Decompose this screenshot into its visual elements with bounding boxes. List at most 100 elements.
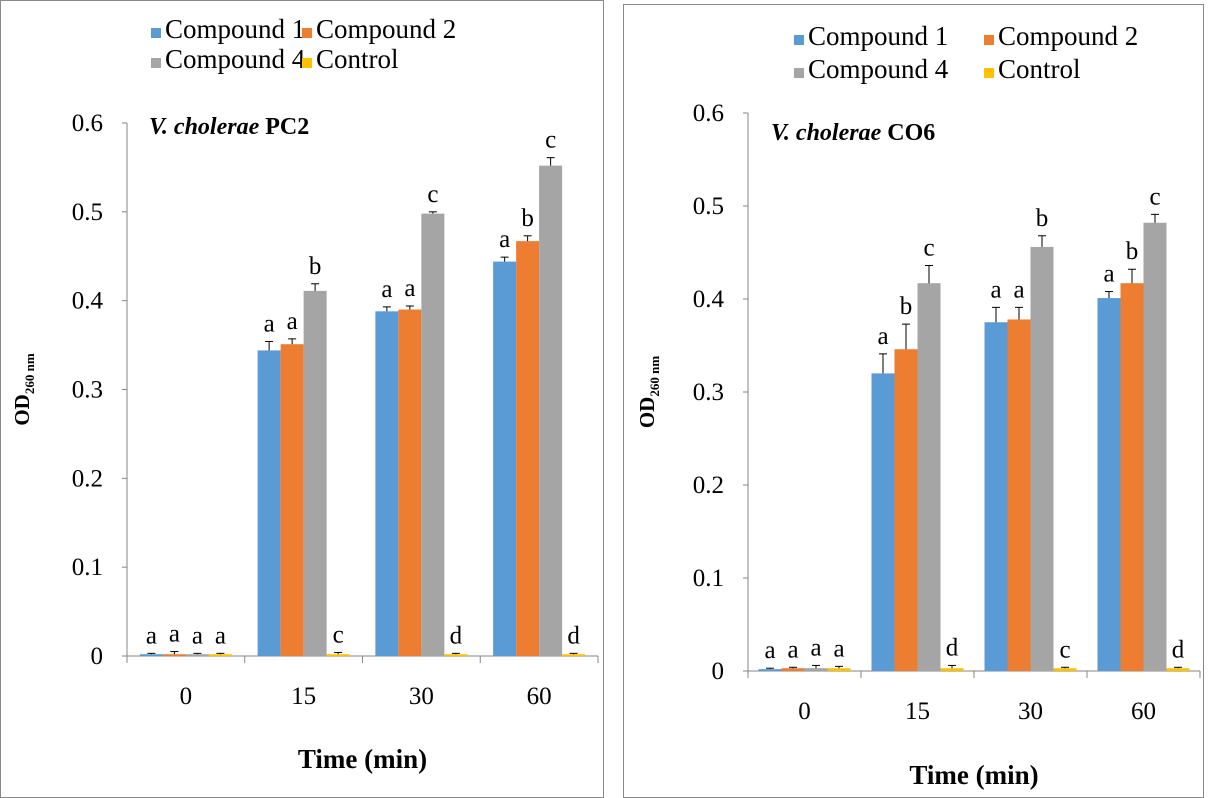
bar — [871, 373, 895, 671]
legend-label: Control — [998, 54, 1081, 84]
y-axis-title: OD260 nm — [10, 353, 37, 425]
legend-item: Compound 4 — [794, 54, 949, 84]
significance-letter: b — [1126, 238, 1139, 265]
x-tick-label: 15 — [905, 698, 930, 725]
x-axis-title: Time (min) — [909, 760, 1038, 790]
chart-panel-pc2: Compound 1 Compound 2 Compound 4 Control V. … — [0, 0, 604, 798]
x-tick-label: 15 — [291, 683, 316, 710]
y-tick-label: 0.3 — [72, 377, 103, 404]
legend-item: Control — [984, 54, 1081, 84]
legend-item: Compound 2 — [302, 14, 456, 44]
chart-svg-co6: Compound 1 Compound 2 Compound 4 Control V. … — [635, 21, 1201, 790]
significance-letter: c — [333, 621, 344, 648]
significance-letter: c — [1059, 636, 1070, 663]
significance-letter: a — [264, 311, 275, 338]
y-tick-label: 0.1 — [72, 554, 103, 581]
y-axis-title: OD260 nm — [635, 356, 662, 428]
legend-swatch — [984, 68, 994, 78]
bar — [827, 668, 851, 671]
x-tick-label: 60 — [1131, 698, 1156, 725]
legend-swatch — [794, 35, 804, 45]
legend-swatch — [302, 58, 312, 68]
legend-swatch — [984, 35, 994, 45]
y-tick-label: 0.2 — [72, 465, 103, 492]
significance-letter: b — [900, 293, 913, 320]
legend-item: Compound 2 — [984, 21, 1138, 51]
significance-letter: c — [545, 127, 556, 154]
chart-panel-co6: Compound 1 Compound 2 Compound 4 Control V. … — [623, 4, 1204, 798]
y-tick-label: 0 — [712, 658, 725, 685]
legend-item: Compound 1 — [794, 21, 948, 51]
y-tick-label: 0.4 — [72, 288, 104, 315]
bar — [781, 668, 805, 671]
x-tick-label: 0 — [798, 698, 811, 725]
bar — [1143, 222, 1167, 672]
legend-label: Compound 4 — [808, 54, 949, 84]
bar — [162, 654, 186, 656]
bar — [940, 668, 964, 671]
bar — [539, 165, 563, 656]
bar — [1053, 668, 1077, 671]
y-tick-label: 0.1 — [693, 565, 724, 592]
legend-swatch — [794, 68, 804, 78]
significance-letter: a — [287, 308, 298, 335]
legend-label: Compound 1 — [165, 14, 305, 44]
bar — [326, 654, 350, 656]
bar — [444, 654, 468, 656]
legend-item: Compound 4 — [151, 44, 306, 74]
significance-letter: c — [1149, 183, 1160, 210]
legend-label: Compound 2 — [998, 21, 1138, 51]
y-tick-label: 0.3 — [693, 379, 724, 406]
bar — [984, 322, 1008, 671]
significance-letter: a — [810, 634, 821, 661]
bar — [1120, 283, 1144, 671]
bar — [375, 311, 399, 656]
significance-letter: a — [787, 636, 798, 663]
x-tick-label: 60 — [527, 683, 552, 710]
bar — [917, 283, 941, 671]
chart-title: V. cholerae PC2 — [149, 114, 309, 140]
bar — [1007, 319, 1031, 671]
legend-label: Compound 1 — [808, 21, 948, 51]
y-tick-label: 0.6 — [72, 110, 103, 137]
significance-letter: d — [567, 622, 580, 649]
significance-letter: a — [169, 621, 180, 648]
legend-swatch — [151, 58, 161, 68]
bar — [562, 654, 586, 656]
significance-letter: a — [192, 622, 203, 649]
y-tick-label: 0.4 — [693, 286, 725, 313]
chart-svg-pc2: Compound 1 Compound 2 Compound 4 Control V. … — [10, 14, 599, 774]
significance-letter: a — [1013, 276, 1024, 303]
significance-letter: b — [1036, 205, 1049, 232]
y-tick-label: 0.5 — [72, 199, 103, 226]
bar — [1030, 246, 1054, 672]
significance-letter: a — [215, 622, 226, 649]
y-tick-label: 0.6 — [693, 100, 724, 127]
x-tick-label: 30 — [1018, 698, 1043, 725]
significance-letter: a — [146, 622, 157, 649]
significance-letter: b — [309, 253, 322, 280]
significance-letter: c — [427, 181, 438, 208]
legend-item: Control — [302, 44, 399, 74]
bar — [421, 213, 445, 657]
bar — [139, 654, 163, 656]
chart-title: V. cholerae CO6 — [771, 120, 935, 146]
legend-label: Compound 2 — [316, 14, 456, 44]
bar — [894, 349, 918, 671]
significance-letter: a — [404, 275, 415, 302]
y-tick-label: 0.2 — [693, 472, 724, 499]
bar — [185, 654, 209, 656]
legend-swatch — [302, 28, 312, 38]
bar — [208, 654, 232, 656]
significance-letter: d — [450, 622, 463, 649]
bar — [493, 261, 517, 656]
bar — [303, 290, 327, 656]
bar — [280, 344, 304, 656]
significance-letter: d — [1172, 636, 1185, 663]
legend-label: Compound 4 — [165, 44, 306, 74]
significance-letter: d — [946, 634, 959, 661]
bar — [1166, 668, 1190, 671]
significance-letter: a — [833, 635, 844, 662]
significance-letter: a — [1103, 261, 1114, 288]
significance-letter: a — [764, 637, 775, 664]
